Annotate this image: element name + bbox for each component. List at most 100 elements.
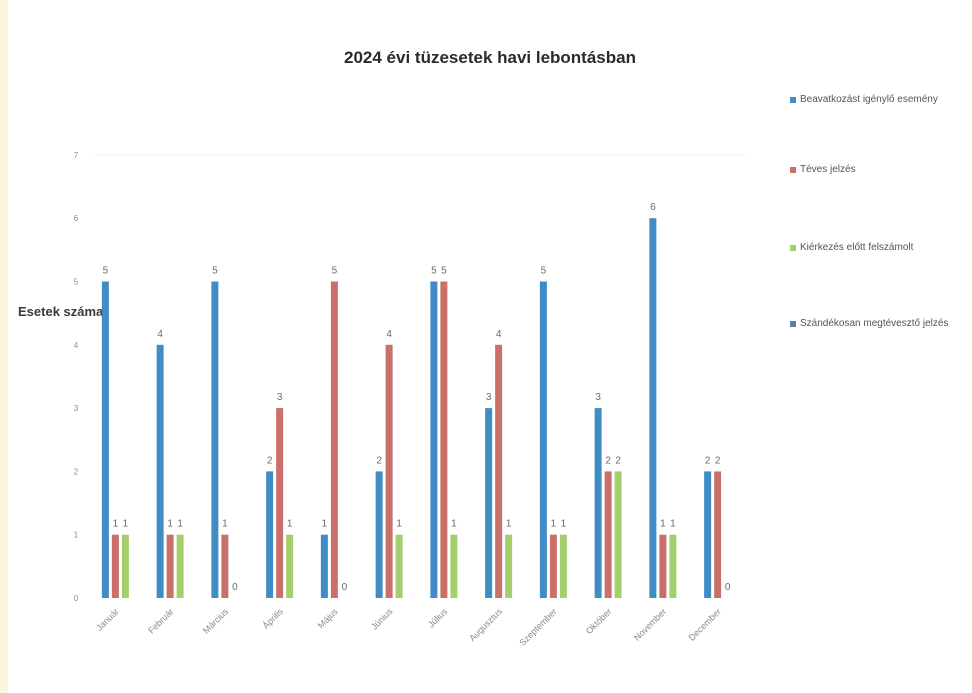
- legend-label: Téves jelzés: [800, 164, 856, 175]
- bar: [659, 534, 667, 598]
- bar: [395, 534, 403, 598]
- bar: [121, 534, 129, 598]
- data-label: 5: [103, 266, 109, 277]
- legend-label: Beavatkozást igénylő esemény: [800, 94, 938, 105]
- bar: [320, 534, 328, 598]
- data-label: 1: [396, 519, 402, 530]
- bar: [375, 471, 383, 598]
- data-label: 3: [277, 392, 283, 403]
- bar: [111, 534, 119, 598]
- x-tick-label: Szeptember: [517, 606, 558, 647]
- data-label: 5: [431, 266, 437, 277]
- data-label: 2: [605, 455, 611, 466]
- data-label: 1: [113, 519, 119, 530]
- data-label: 4: [496, 329, 502, 340]
- x-tick-label: Május: [316, 606, 340, 630]
- data-label: 5: [441, 266, 447, 277]
- x-tick-label: Január: [94, 606, 121, 633]
- y-tick-label: 1: [74, 531, 79, 540]
- legend-swatch: [790, 245, 796, 251]
- bar: [166, 534, 174, 598]
- bar: [101, 281, 109, 598]
- legend-item: Kiérkezés előtt felszámolt: [790, 240, 913, 256]
- data-label: 0: [232, 582, 238, 593]
- bar: [549, 534, 557, 598]
- x-tick-label: Március: [201, 606, 231, 636]
- legend-swatch: [790, 321, 796, 327]
- bar: [450, 534, 458, 598]
- bar: [704, 471, 712, 598]
- bar: [594, 408, 602, 598]
- bar: [276, 408, 284, 598]
- data-label: 5: [212, 266, 218, 277]
- x-tick-label: Augusztus: [467, 606, 504, 643]
- legend-item: Beavatkozást igénylő esemény: [790, 92, 938, 108]
- bar: [286, 534, 294, 598]
- data-label: 1: [322, 519, 328, 530]
- y-tick-label: 3: [74, 404, 79, 413]
- legend-label: Kiérkezés előtt felszámolt: [800, 242, 914, 253]
- x-tick-label: December: [687, 606, 723, 642]
- data-label: 1: [551, 519, 557, 530]
- bar: [176, 534, 184, 598]
- y-axis-label: Esetek száma: [18, 304, 104, 319]
- bar: [505, 534, 513, 598]
- bar: [156, 344, 164, 598]
- page-edge: [0, 0, 8, 693]
- data-label: 1: [506, 519, 512, 530]
- y-tick-label: 2: [74, 467, 79, 476]
- data-label: 5: [332, 266, 338, 277]
- legend-item: Szándékosan megtévesztő jelzés: [790, 316, 948, 332]
- bar: [330, 281, 338, 598]
- data-label: 0: [342, 582, 348, 593]
- data-label: 1: [123, 519, 129, 530]
- data-label: 3: [486, 392, 492, 403]
- bar: [649, 218, 657, 598]
- legend-swatch: [790, 97, 796, 103]
- x-tick-label: Április: [261, 606, 286, 631]
- data-label: 3: [595, 392, 601, 403]
- data-label: 2: [267, 455, 273, 466]
- bar: [669, 534, 677, 598]
- bar: [485, 408, 493, 598]
- bar: [430, 281, 438, 598]
- data-label: 1: [561, 519, 567, 530]
- data-label: 1: [670, 519, 676, 530]
- x-tick-label: Október: [584, 606, 614, 636]
- x-tick-label: November: [632, 606, 668, 642]
- data-label: 1: [660, 519, 666, 530]
- x-tick-label: Június: [369, 606, 395, 632]
- data-label: 5: [541, 266, 547, 277]
- y-tick-label: 0: [74, 594, 79, 603]
- data-label: 4: [157, 329, 163, 340]
- data-label: 2: [705, 455, 711, 466]
- y-tick-label: 7: [74, 151, 79, 160]
- data-label: 2: [615, 455, 621, 466]
- legend-item: Téves jelzés: [790, 162, 856, 178]
- chart-title: 2024 évi tüzesetek havi lebontásban: [344, 48, 636, 67]
- data-label: 1: [167, 519, 173, 530]
- data-label: 2: [715, 455, 721, 466]
- legend-swatch: [790, 167, 796, 173]
- legend-label: Szándékosan megtévesztő jelzés: [800, 318, 949, 329]
- data-label: 1: [222, 519, 228, 530]
- data-label: 6: [650, 202, 656, 213]
- bar: [211, 281, 219, 598]
- data-label: 1: [451, 519, 457, 530]
- data-label: 1: [287, 519, 293, 530]
- y-tick-label: 4: [74, 341, 79, 350]
- data-label: 0: [725, 582, 731, 593]
- y-tick-label: 5: [74, 278, 79, 287]
- bar: [221, 534, 229, 598]
- bar: [385, 344, 393, 598]
- bar: [266, 471, 274, 598]
- data-label: 4: [386, 329, 392, 340]
- data-label: 2: [376, 455, 382, 466]
- bar: [614, 471, 622, 598]
- x-tick-label: Február: [146, 606, 175, 635]
- bar: [604, 471, 612, 598]
- data-label: 1: [177, 519, 183, 530]
- bar: [495, 344, 503, 598]
- bar: [714, 471, 722, 598]
